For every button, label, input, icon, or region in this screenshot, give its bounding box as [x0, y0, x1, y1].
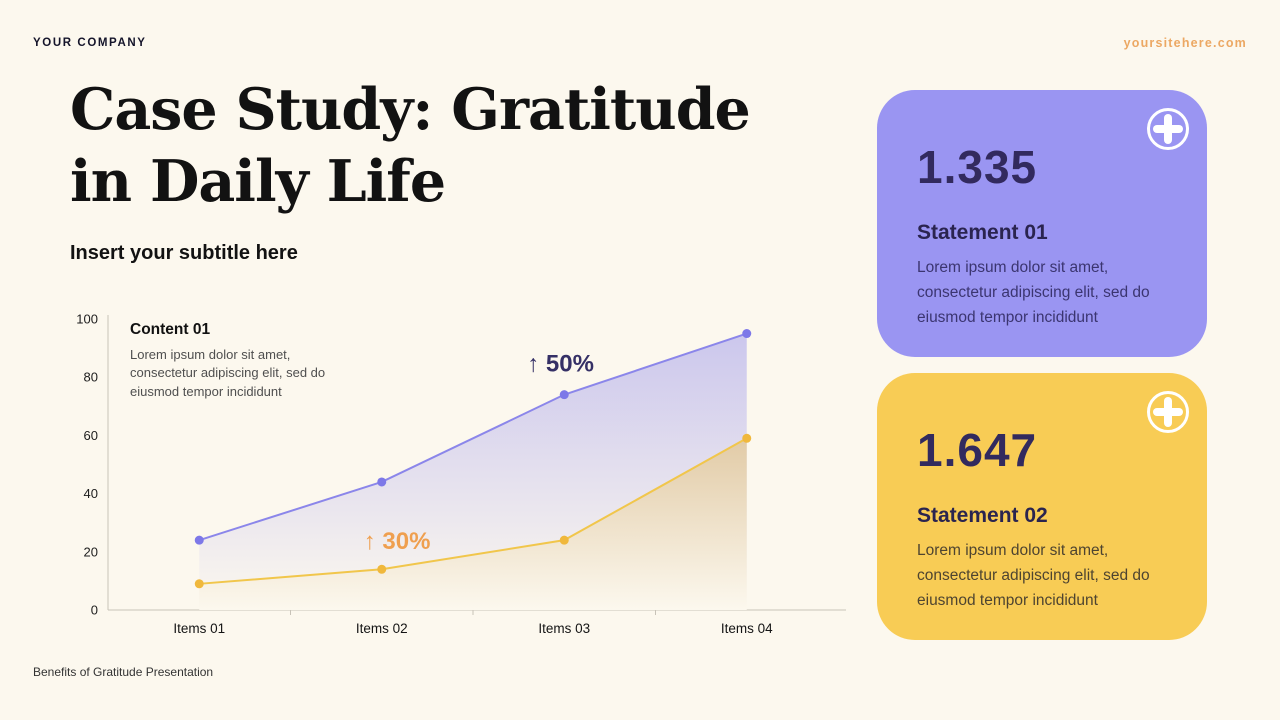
page-title: Case Study: Gratitude in Daily Life — [70, 74, 751, 218]
plus-icon-graphic — [1147, 108, 1189, 150]
y-tick-label: 80 — [84, 370, 98, 385]
chart-note-title: Content 01 — [130, 321, 211, 338]
line-area-chart: 0 20 40 60 80 100 Items 01 Items 02 Items 03 Item… — [76, 312, 846, 636]
yellow-series-point — [377, 564, 387, 574]
plus-icon[interactable] — [1145, 106, 1191, 152]
top-bar: YOUR COMPANY yoursitehere.com — [33, 36, 1247, 50]
chart-annotation: ↑ 30% — [364, 528, 431, 555]
yellow-series-line — [199, 437, 748, 585]
purple-series-point — [194, 535, 204, 545]
subtitle: Insert your subtitle here — [70, 242, 298, 264]
stat-value-1: 1.335 — [917, 141, 1038, 193]
chart-area: 0 20 40 60 80 100 Items 01 Items 02 Items 03 Item… — [70, 303, 848, 643]
plus-icon[interactable] — [1145, 389, 1191, 435]
y-tick-label: 100 — [76, 312, 98, 327]
stat-card-1: 1.335 Statement 01 Lorem ipsum dolor sit… — [877, 90, 1207, 357]
chart-annotation: ↑ 50% — [527, 350, 594, 377]
plus-icon-graphic — [1147, 391, 1189, 433]
page-title-line2: in Daily Life — [70, 148, 446, 215]
yellow-series-point — [559, 535, 569, 545]
y-tick-label: 0 — [91, 603, 98, 618]
chart-note-body: Lorem ipsum dolor sit amet, consectetur … — [130, 347, 326, 399]
x-category-label: Items 04 — [721, 621, 773, 636]
y-tick-label: 60 — [84, 428, 98, 443]
purple-series-point — [377, 477, 387, 487]
purple-series-point — [559, 390, 569, 400]
purple-series-point — [742, 329, 752, 339]
x-category-label: Items 01 — [173, 621, 225, 636]
footer-note: Benefits of Gratitude Presentation — [33, 665, 214, 679]
stat-title-2: Statement 02 — [917, 503, 1048, 527]
yellow-series-point — [742, 433, 752, 443]
x-category-label: Items 03 — [538, 621, 590, 636]
x-category-label: Items 02 — [356, 621, 408, 636]
yellow-series-point — [194, 579, 204, 589]
page-title-line1: Case Study: Gratitude — [70, 76, 751, 143]
y-tick-label: 40 — [84, 486, 98, 501]
chart-note: Content 01 Lorem ipsum dolor sit amet, c… — [130, 321, 348, 401]
stat-body-1: Lorem ipsum dolor sit amet, consectetur … — [917, 258, 1150, 326]
stat-value-2: 1.647 — [917, 424, 1038, 476]
stat-card-2: 1.647 Statement 02 Lorem ipsum dolor sit… — [877, 373, 1207, 640]
purple-series-line — [198, 332, 748, 542]
y-tick-label: 20 — [84, 544, 98, 559]
company-name: YOUR COMPANY — [33, 37, 147, 49]
stat-title-1: Statement 01 — [917, 220, 1048, 244]
stat-body-2: Lorem ipsum dolor sit amet, consectetur … — [917, 541, 1150, 609]
yellow-series-area — [199, 438, 747, 610]
website-link[interactable]: yoursitehere.com — [1123, 36, 1247, 50]
